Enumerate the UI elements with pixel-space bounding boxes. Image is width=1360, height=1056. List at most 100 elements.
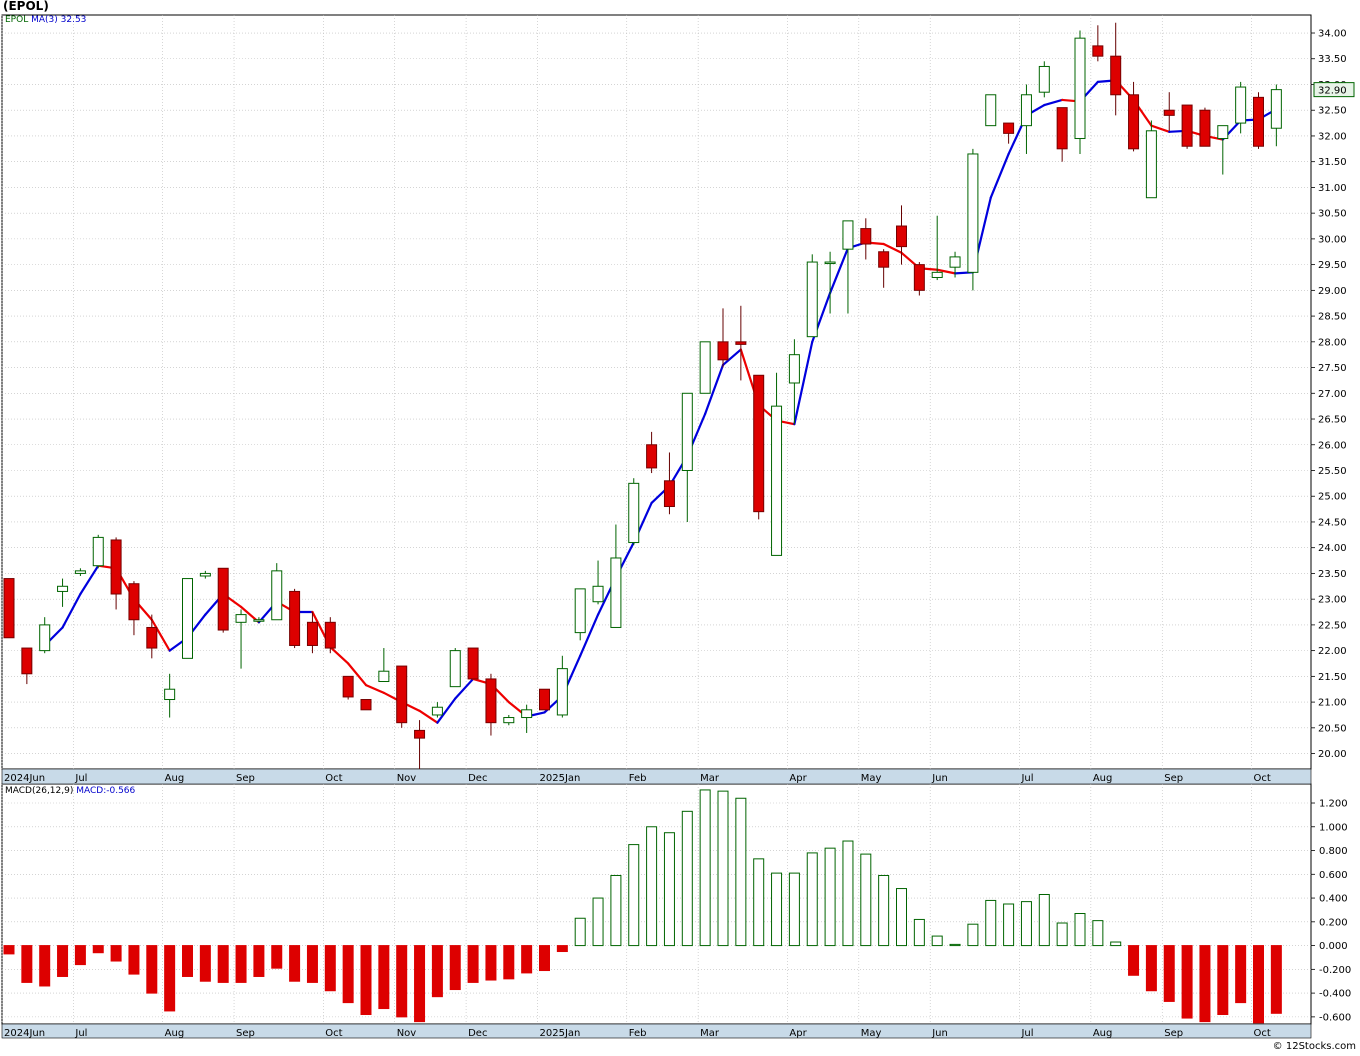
candle-body: [556, 668, 568, 716]
ma-line-segment: [61, 592, 82, 629]
candle-body: [1270, 89, 1282, 129]
price-tick-label: 24.00: [1318, 543, 1347, 554]
candle-body: [289, 590, 301, 646]
current-price-label: 32.90: [1318, 86, 1347, 97]
candle-body: [771, 405, 783, 556]
candle-body: [681, 392, 693, 471]
ma-line-segment: [721, 348, 742, 367]
month-label-lower: Sep: [236, 1028, 255, 1039]
candle-body: [824, 261, 836, 265]
candle-body: [967, 153, 979, 273]
ma-line-segment: [364, 684, 385, 694]
candle-body: [21, 647, 33, 675]
ma-line-segment: [1150, 124, 1171, 133]
candle-body: [735, 341, 747, 345]
macd-bar: [806, 852, 818, 947]
price-tick-label: 26.00: [1318, 440, 1347, 451]
candle-body: [574, 588, 586, 634]
macd-bar: [485, 945, 497, 981]
candle-body: [164, 688, 176, 701]
price-tick-label: 21.00: [1318, 698, 1347, 709]
macd-bar: [360, 945, 372, 1015]
macd-bar: [39, 945, 51, 987]
price-tick-label: 20.50: [1318, 723, 1347, 734]
candle-body: [39, 624, 51, 652]
month-label: Jul: [1020, 773, 1033, 784]
month-label-lower: Jul: [1020, 1028, 1033, 1039]
candle-body: [74, 570, 86, 574]
macd-bar: [1003, 903, 1015, 947]
candle-body: [414, 729, 426, 739]
macd-bar: [824, 847, 836, 947]
macd-bar: [146, 945, 158, 994]
macd-bar: [503, 945, 515, 980]
month-label-lower: Dec: [468, 1028, 487, 1039]
macd-bar: [199, 945, 211, 982]
macd-bar: [57, 945, 69, 977]
month-label-lower: Mar: [700, 1028, 720, 1039]
price-tick-label: 32.50: [1318, 106, 1347, 117]
ma-line-segment: [79, 564, 100, 596]
candle-body: [57, 585, 69, 592]
macd-bar: [1253, 945, 1264, 1024]
macd-legend: MACD(26,12,9) MACD:-0.566: [5, 786, 135, 796]
candle-body: [806, 261, 818, 338]
chart-title: (EPOL): [3, 0, 49, 13]
legend-macd-value: MACD:-0.566: [76, 786, 136, 796]
price-tick-label: 34.00: [1318, 29, 1347, 40]
ma-line-segment: [579, 613, 600, 657]
macd-bar: [92, 945, 104, 954]
month-label: Aug: [1093, 773, 1113, 784]
legend-macd-label: MACD(26,12,9): [5, 786, 74, 796]
candle-body: [467, 647, 479, 680]
price-tick-label: 26.50: [1318, 415, 1347, 426]
price-tick-label: 30.50: [1318, 209, 1347, 220]
candle-body: [3, 578, 15, 639]
month-label-lower: Apr: [789, 1028, 807, 1039]
candle-body: [1145, 130, 1157, 199]
macd-bar: [74, 945, 86, 966]
month-label-lower: 2025Jan: [540, 1028, 581, 1039]
macd-tick-label: 1.000: [1319, 822, 1348, 833]
candle-body: [1038, 65, 1050, 93]
macd-bar: [860, 853, 872, 947]
month-label-lower: Aug: [1093, 1028, 1113, 1039]
macd-bar: [378, 945, 390, 1010]
macd-bar: [574, 917, 586, 947]
month-label: Sep: [1164, 773, 1183, 784]
candle-body: [92, 536, 104, 567]
macd-bar: [431, 945, 443, 998]
price-tick-label: 24.50: [1318, 517, 1347, 528]
month-label-lower: Oct: [325, 1028, 342, 1039]
candle-body: [896, 225, 907, 248]
price-panel: [1, 14, 1312, 770]
macd-bar: [1128, 945, 1140, 976]
macd-bar: [949, 943, 961, 947]
month-label: Mar: [700, 773, 720, 784]
price-tick-label: 21.50: [1318, 672, 1347, 683]
candle-body: [699, 341, 711, 394]
macd-tick-label: 0.000: [1319, 941, 1348, 952]
legend-symbol: EPOL: [5, 15, 29, 25]
price-tick-label: 20.00: [1318, 749, 1347, 760]
month-label-lower: Sep: [1164, 1028, 1183, 1039]
date-axis-band: [1, 768, 1312, 785]
macd-bar: [717, 790, 729, 947]
macd-bar: [289, 945, 301, 982]
macd-tick-label: 0.800: [1319, 846, 1348, 857]
price-tick-label: 25.00: [1318, 492, 1347, 503]
macd-bar: [646, 826, 658, 947]
macd-bar: [788, 872, 800, 947]
candle-body: [717, 341, 729, 361]
price-tick-label: 22.50: [1318, 620, 1347, 631]
date-axis-band-lower: [1, 1023, 1312, 1039]
macd-bar: [235, 945, 247, 983]
candle-body: [306, 621, 318, 646]
macd-bar: [699, 789, 711, 947]
macd-bar: [878, 874, 890, 947]
month-label: Sep: [236, 773, 255, 784]
candle-body: [1235, 86, 1247, 124]
month-label: Jul: [74, 773, 87, 784]
macd-bar: [396, 945, 408, 1018]
